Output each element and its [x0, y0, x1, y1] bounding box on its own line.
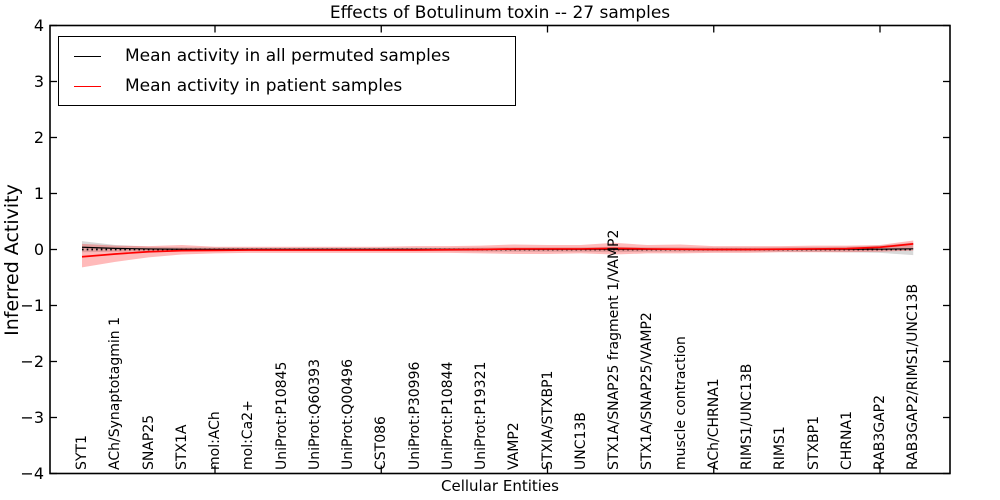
x-tick-label: STXBP1 [805, 416, 822, 470]
x-tick-label: UNC13B [572, 412, 589, 470]
y-tick-label: 4 [33, 15, 44, 35]
x-tick-label: STX1A [173, 424, 190, 470]
y-tick-label: −2 [20, 351, 44, 371]
legend-line-sample-patient-icon [74, 85, 101, 87]
x-tick-label: STX1A/SNAP25/VAMP2 [639, 312, 656, 470]
x-tick-label: UniProt:P30996 [406, 361, 423, 470]
chart-title: Effects of Botulinum toxin -- 27 samples [329, 3, 671, 23]
x-tick-label: UniProt:P10845 [273, 361, 290, 470]
x-tick-label: UniProt:Q00496 [340, 359, 356, 470]
legend-label-patient: Mean activity in patient samples [125, 76, 403, 96]
x-tick-label: mol:ACh [207, 411, 223, 470]
x-tick-label: ACh/CHRNA1 [705, 378, 722, 470]
y-tick-label: 0 [33, 239, 44, 259]
legend-label-permuted: Mean activity in all permuted samples [125, 46, 451, 66]
x-tick-label: UniProt:P19321 [473, 361, 489, 470]
x-axis-label: Cellular Entities [441, 477, 559, 495]
x-tick-label: RIMS1 [772, 426, 789, 470]
x-tick-label: ACh/Synaptotagmin 1 [107, 317, 124, 470]
legend-entry-permuted: Mean activity in all permuted samples [69, 41, 505, 71]
x-tick-label: mol:Ca2+ [240, 400, 257, 470]
y-tick-label: 3 [33, 71, 44, 91]
x-tick-label: STXIA/STXBP1 [539, 370, 556, 470]
x-tick-label: UniProt:Q60393 [306, 359, 323, 470]
x-tick-label: VAMP2 [506, 422, 523, 470]
x-tick-label: UniProt:P10844 [439, 361, 456, 470]
y-axis-label: Inferred Activity [1, 184, 23, 336]
x-tick-label: CST086 [373, 416, 390, 470]
x-tick-label: STX1A/SNAP25 fragment 1/VAMP2 [606, 229, 622, 470]
x-tick-label: SYT1 [74, 435, 90, 470]
legend-line-sample-permuted-icon [74, 55, 101, 57]
y-tick-label: 2 [33, 127, 44, 147]
y-tick-label: 1 [33, 183, 44, 203]
y-tick-label: −1 [20, 295, 44, 315]
y-tick-label: −4 [20, 463, 44, 483]
x-tick-label: RIMS1/UNC13B [739, 363, 755, 470]
x-tick-label: SNAP25 [140, 414, 157, 470]
x-tick-label: RAB3GAP2/RIMS1/UNC13B [905, 283, 922, 470]
x-tick-label: muscle contraction [672, 336, 689, 470]
x-tick-label: RAB3GAP2 [872, 394, 888, 470]
legend-entry-patient: Mean activity in patient samples [69, 71, 505, 101]
y-tick-label: −3 [20, 407, 44, 427]
legend: Mean activity in all permuted samples Me… [58, 36, 516, 106]
x-tick-label: CHRNA1 [838, 411, 855, 470]
